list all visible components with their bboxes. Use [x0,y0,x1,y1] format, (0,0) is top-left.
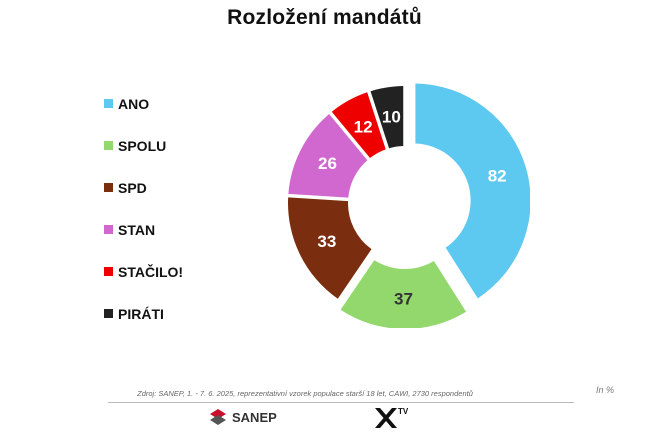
legend-item-pirati: PIRÁTI [104,303,183,324]
footer-divider [108,402,574,403]
xtv-logo: TV [374,405,409,436]
legend-item-stacilo: STAČILO! [104,261,183,282]
data-label-stacilo: 12 [354,117,373,136]
legend-swatch [104,225,113,234]
slice-pirati [370,86,404,149]
donut-chart: 82 37 33 26 12 10 [288,83,530,328]
data-label-pirati: 10 [382,108,401,127]
sanep-logo: SANEP [207,406,277,428]
x-mark-icon [375,408,397,428]
data-label-stan: 26 [318,154,337,173]
slice-stan [288,113,368,198]
legend-swatch [104,141,113,150]
chart-legend: ANO SPOLU SPD STAN STAČILO! PIRÁTI [104,93,183,345]
legend-label: STAČILO! [118,263,184,280]
legend-item-spolu: SPOLU [104,135,183,156]
legend-item-ano: ANO [104,93,183,114]
legend-item-spd: SPD [104,177,183,198]
data-label-ano: 82 [488,167,507,186]
chart-title: Rozložení mandátů [227,6,422,29]
legend-label: SPD [118,179,147,196]
legend-item-stan: STAN [104,219,183,240]
unit-note: In % [596,385,615,395]
data-label-spd: 33 [317,232,336,251]
legend-label: STAN [118,221,156,238]
data-label-spolu: 37 [394,289,413,308]
legend-label: ANO [118,95,150,112]
slice-ano [415,83,530,299]
xtv-logo-text: TV [398,407,408,416]
legend-swatch [104,99,113,108]
sanep-logo-icon [210,409,226,425]
legend-label: PIRÁTI [118,305,164,322]
slice-spd [288,197,372,299]
legend-label: SPOLU [118,137,167,154]
slice-stacilo [331,92,386,158]
source-note: Zdroj: SANEP, 1. - 7. 6. 2025, reprezent… [137,389,473,398]
legend-swatch [104,267,113,276]
sanep-logo-text: SANEP [232,409,277,425]
slice-spolu [340,260,467,328]
legend-swatch [104,183,113,192]
legend-swatch [104,309,113,318]
